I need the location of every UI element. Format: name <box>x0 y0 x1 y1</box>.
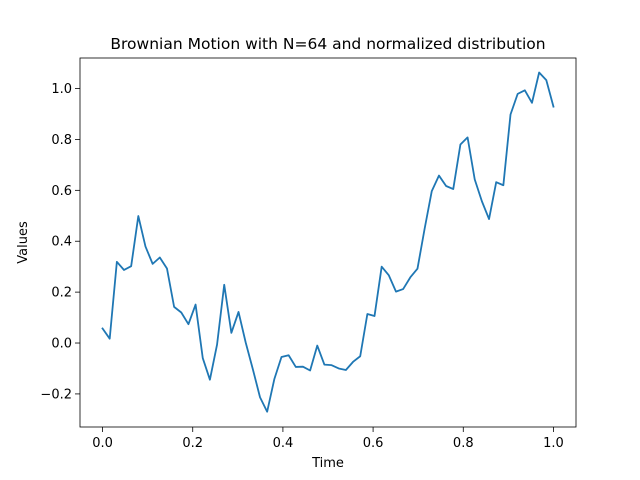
y-tick-label: 0.6 <box>51 184 72 199</box>
y-tick-label: −0.2 <box>40 387 72 402</box>
y-tick-label: 0.0 <box>51 337 72 352</box>
x-tick-label: 1.0 <box>543 436 564 451</box>
x-axis-ticks: 0.0 0.2 0.4 0.6 0.8 1.0 <box>92 427 564 451</box>
y-tick-label: 1.0 <box>51 82 72 97</box>
series-layer <box>101 71 555 413</box>
x-axis-label: Time <box>311 456 344 471</box>
y-axis-label: Values <box>16 221 31 264</box>
y-tick-label: 0.8 <box>51 133 72 148</box>
x-tick-label: 0.4 <box>273 436 294 451</box>
x-tick-label: 0.6 <box>363 436 384 451</box>
x-tick-label: 0.2 <box>182 436 203 451</box>
plot-area-frame <box>79 57 577 428</box>
x-tick-label: 0.8 <box>453 436 474 451</box>
x-tick-label: 0.0 <box>92 436 113 451</box>
series-line-0 <box>101 71 555 413</box>
y-axis-ticks: −0.2 0.0 0.2 0.4 0.6 0.8 1.0 <box>40 82 80 402</box>
y-tick-label: 0.4 <box>51 235 72 250</box>
y-tick-label: 0.2 <box>51 286 72 301</box>
chart-title: Brownian Motion with N=64 and normalized… <box>110 35 545 53</box>
